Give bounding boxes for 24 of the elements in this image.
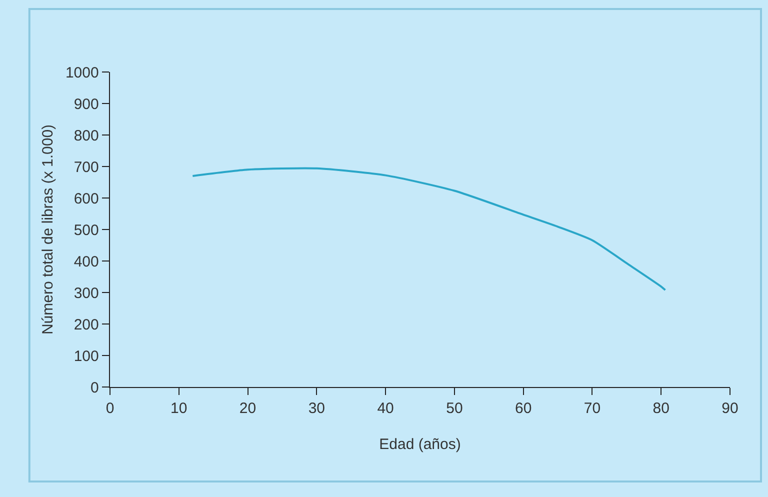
y-tick-label: 900 — [74, 96, 99, 113]
line-series — [192, 167, 666, 291]
x-tick-label: 80 — [652, 400, 670, 418]
y-axis-title: Número total de libras (x 1.000) — [40, 124, 57, 335]
x-tick-label: 30 — [308, 400, 326, 418]
y-tick-label: 200 — [74, 316, 99, 334]
x-tick-label: 0 — [106, 400, 114, 418]
x-axis-title: Edad (años) — [379, 436, 461, 454]
y-tick-label: 1000 — [65, 64, 99, 82]
y-tick-label: 600 — [74, 190, 99, 208]
x-tick-label: 10 — [170, 400, 188, 418]
x-tick-label: 90 — [722, 400, 738, 418]
x-tick-label: 40 — [377, 400, 394, 418]
y-tick-label: 700 — [74, 158, 99, 176]
x-tick-label: 50 — [446, 400, 463, 418]
x-tick-label: 60 — [514, 400, 532, 418]
y-tick-label: 800 — [74, 127, 99, 144]
y-tick-label: 0 — [90, 379, 99, 396]
y-tick-label: 100 — [74, 348, 99, 365]
x-tick-label: 20 — [239, 400, 256, 418]
y-tick-label: 400 — [74, 253, 99, 270]
y-tick-label: 500 — [74, 222, 99, 239]
x-tick-label: 70 — [584, 400, 601, 418]
y-tick-label: 300 — [74, 284, 99, 302]
